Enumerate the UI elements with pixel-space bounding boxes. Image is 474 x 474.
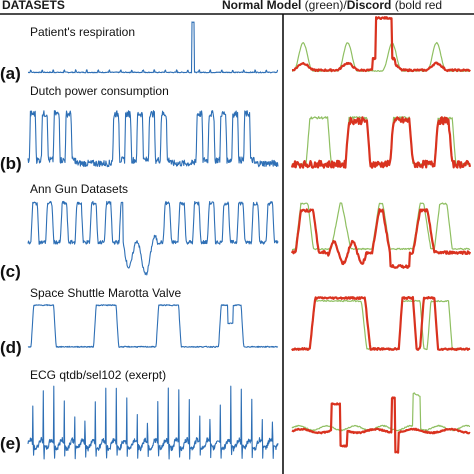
title-d: Space Shuttle Marotta Valve: [30, 286, 182, 300]
title-c: Ann Gun Datasets: [30, 182, 128, 196]
discord-line-c: [290, 208, 472, 269]
dataset-line-b: [27, 110, 279, 168]
dataset-line-a: [27, 21, 279, 74]
normal-model-line-e: [291, 392, 470, 432]
legend-discord: Discord: [347, 0, 392, 12]
panel-label-d: (d): [0, 338, 22, 357]
discord-line-e: [291, 396, 471, 454]
header-datasets: DATASETS: [2, 0, 65, 12]
normal-model-line-c: [291, 202, 471, 251]
panel-label-c: (c): [0, 262, 21, 281]
dataset-line-d: [27, 304, 279, 348]
panel-label-b: (b): [0, 154, 22, 173]
legend-bold-red: (bold red: [391, 0, 442, 12]
legend-green: (green)/: [301, 0, 347, 12]
discord-line-d: [291, 296, 471, 351]
discord-line-b: [290, 116, 472, 169]
title-e: ECG qtdb/sel102 (exerpt): [30, 368, 166, 382]
panel-label-a: (a): [0, 64, 21, 83]
dataset-line-e: [27, 385, 279, 460]
discord-line-a: [291, 16, 471, 73]
panel-label-e: (e): [0, 434, 21, 453]
header-model-legend: Normal Model (green)/Discord (bold red: [222, 0, 442, 12]
dataset-line-c: [27, 200, 279, 276]
title-b: Dutch power consumption: [30, 84, 169, 98]
legend-normal-model: Normal Model: [222, 0, 301, 12]
title-a: Patient's respiration: [30, 25, 135, 39]
plot-area: [27, 16, 472, 460]
